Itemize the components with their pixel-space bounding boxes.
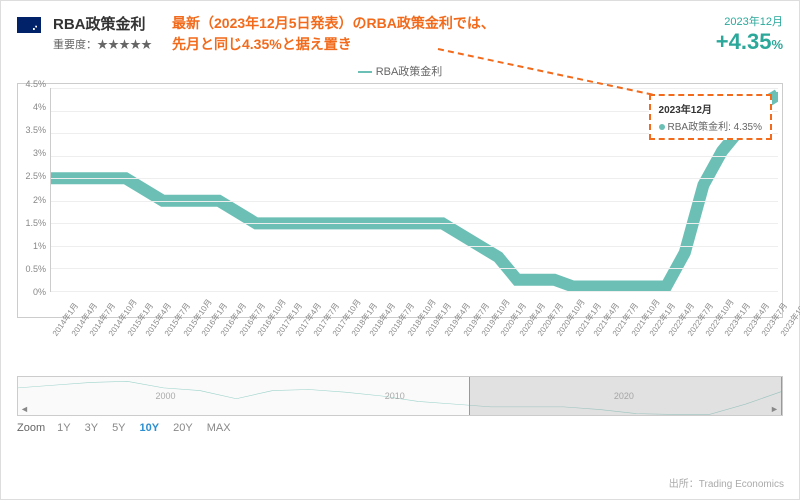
chart-area: RBA政策金利 0% 0.5% 1% 1.5% 2% 2.5% 3% 3.5% 4% 4.5% 2… — [17, 63, 783, 434]
gridline — [51, 291, 778, 292]
zoom-button-10y[interactable]: 10Y — [140, 422, 160, 434]
x-axis: 2014年1月2014年4月2014年7月2014年10月2015年1月2015… — [50, 295, 778, 365]
australia-flag-icon — [17, 17, 41, 33]
minimap[interactable]: 2000 2010 2020 ◄ ► — [17, 376, 783, 416]
minimap-left-arrow-icon[interactable]: ◄ — [20, 404, 30, 414]
minimap-right-arrow-icon[interactable]: ► — [770, 404, 780, 414]
zoom-label: Zoom — [17, 422, 45, 434]
gridline — [51, 178, 778, 179]
y-tick-label: 4.5% — [25, 79, 46, 89]
y-tick-label: 0% — [33, 287, 46, 297]
source-attribution: 出所：Trading Economics — [669, 475, 784, 490]
gridline — [51, 246, 778, 247]
plot-area: 2023年12月 RBA政策金利: 4.35% — [50, 88, 778, 292]
current-date: 2023年12月 — [716, 13, 783, 29]
zoom-button-1y[interactable]: 1Y — [57, 422, 70, 434]
y-tick-label: 1% — [33, 241, 46, 251]
zoom-controls: Zoom 1Y 3Y 5Y 10Y 20Y MAX — [17, 422, 783, 434]
current-value-badge: 2023年12月 +4.35% — [716, 13, 783, 55]
gridline — [51, 223, 778, 224]
line-chart[interactable]: 0%0.5%1%1.5%2%2.5%3%3.5%4%4.5% 2023年12月 … — [17, 83, 783, 318]
zoom-button-5y[interactable]: 5Y — [112, 422, 125, 434]
y-tick-label: 2% — [33, 195, 46, 205]
current-rate: +4.35% — [716, 29, 783, 55]
title-block: RBA政策金利 重要度：★★★★★ — [53, 13, 152, 52]
page-title: RBA政策金利 — [53, 13, 152, 34]
y-tick-label: 3.5% — [25, 125, 46, 135]
chart-card: RBA政策金利 重要度：★★★★★ 最新（2023年12月5日発表）のRBA政策… — [0, 0, 800, 500]
minimap-range-handle[interactable] — [469, 377, 782, 415]
minimap-year-label: 2010 — [385, 391, 405, 401]
chart-tooltip: 2023年12月 RBA政策金利: 4.35% — [649, 94, 772, 140]
y-tick-label: 1.5% — [25, 218, 46, 228]
zoom-button-20y[interactable]: 20Y — [173, 422, 193, 434]
zoom-button-3y[interactable]: 3Y — [85, 422, 98, 434]
y-axis: 0%0.5%1%1.5%2%2.5%3%3.5%4%4.5% — [18, 84, 50, 292]
legend: RBA政策金利 — [17, 63, 783, 79]
minimap-year-label: 2000 — [156, 391, 176, 401]
y-tick-label: 2.5% — [25, 171, 46, 181]
y-tick-label: 0.5% — [25, 264, 46, 274]
importance: 重要度：★★★★★ — [53, 36, 152, 52]
gridline — [51, 156, 778, 157]
gridline — [51, 201, 778, 202]
gridline — [51, 268, 778, 269]
y-tick-label: 3% — [33, 148, 46, 158]
gridline — [51, 88, 778, 89]
legend-swatch — [358, 71, 372, 73]
y-tick-label: 4% — [33, 102, 46, 112]
header: RBA政策金利 重要度：★★★★★ 最新（2023年12月5日発表）のRBA政策… — [17, 13, 783, 55]
zoom-button-max[interactable]: MAX — [207, 422, 231, 434]
tooltip-dot-icon — [659, 124, 665, 130]
